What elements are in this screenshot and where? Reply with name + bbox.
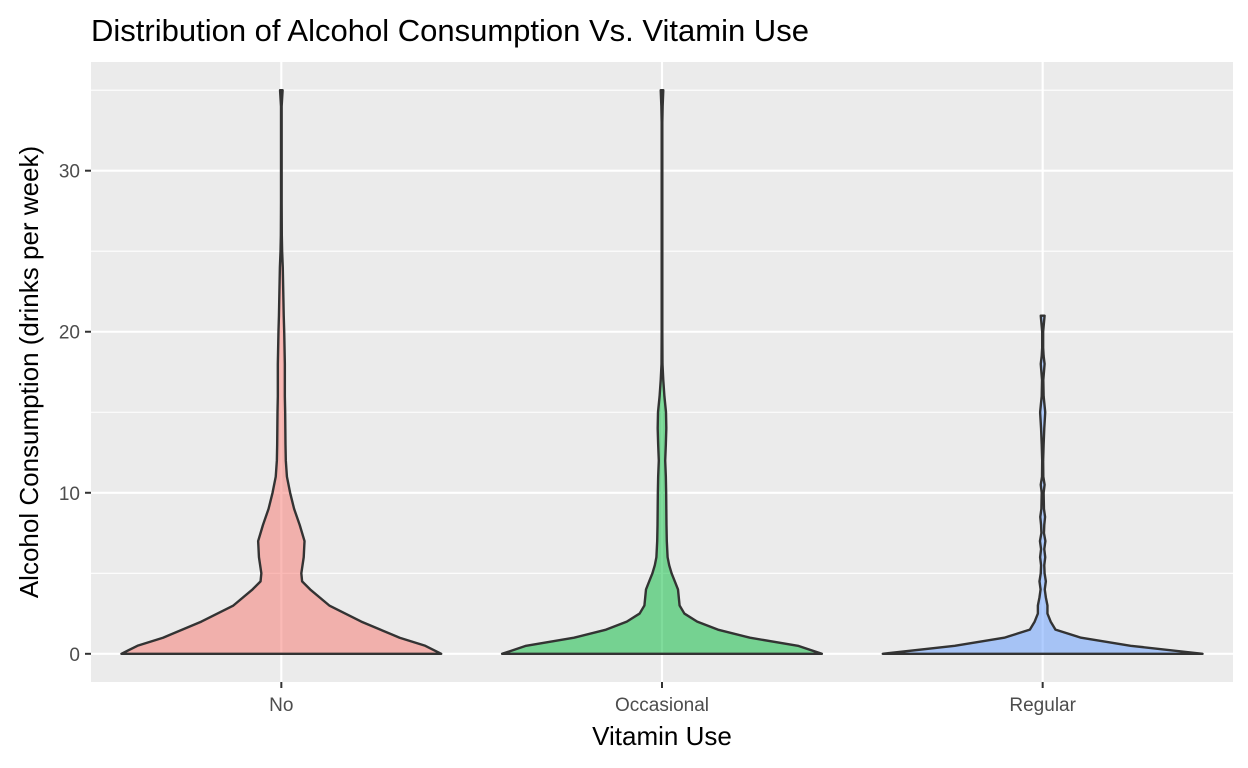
x-tick-label: Occasional: [615, 695, 709, 716]
y-tick-label: 20: [59, 323, 80, 344]
violin-no: [120, 88, 443, 656]
violin-regular: [881, 314, 1204, 656]
y-tick-label: 10: [59, 484, 80, 505]
y-tick-label: 30: [59, 162, 80, 183]
axis-ticks: 0 10 20 30 No Occasional Regular: [59, 162, 1077, 716]
x-tick-label: Regular: [1009, 695, 1076, 716]
violin-occasional: [500, 88, 824, 656]
x-tick-label: No: [269, 695, 293, 716]
y-axis-title: Alcohol Consumption (drinks per week): [14, 146, 44, 598]
x-axis-title: Vitamin Use: [592, 721, 732, 751]
violins: [120, 88, 1204, 656]
chart-title: Distribution of Alcohol Consumption Vs. …: [91, 13, 809, 48]
y-tick-label: 0: [69, 645, 80, 666]
